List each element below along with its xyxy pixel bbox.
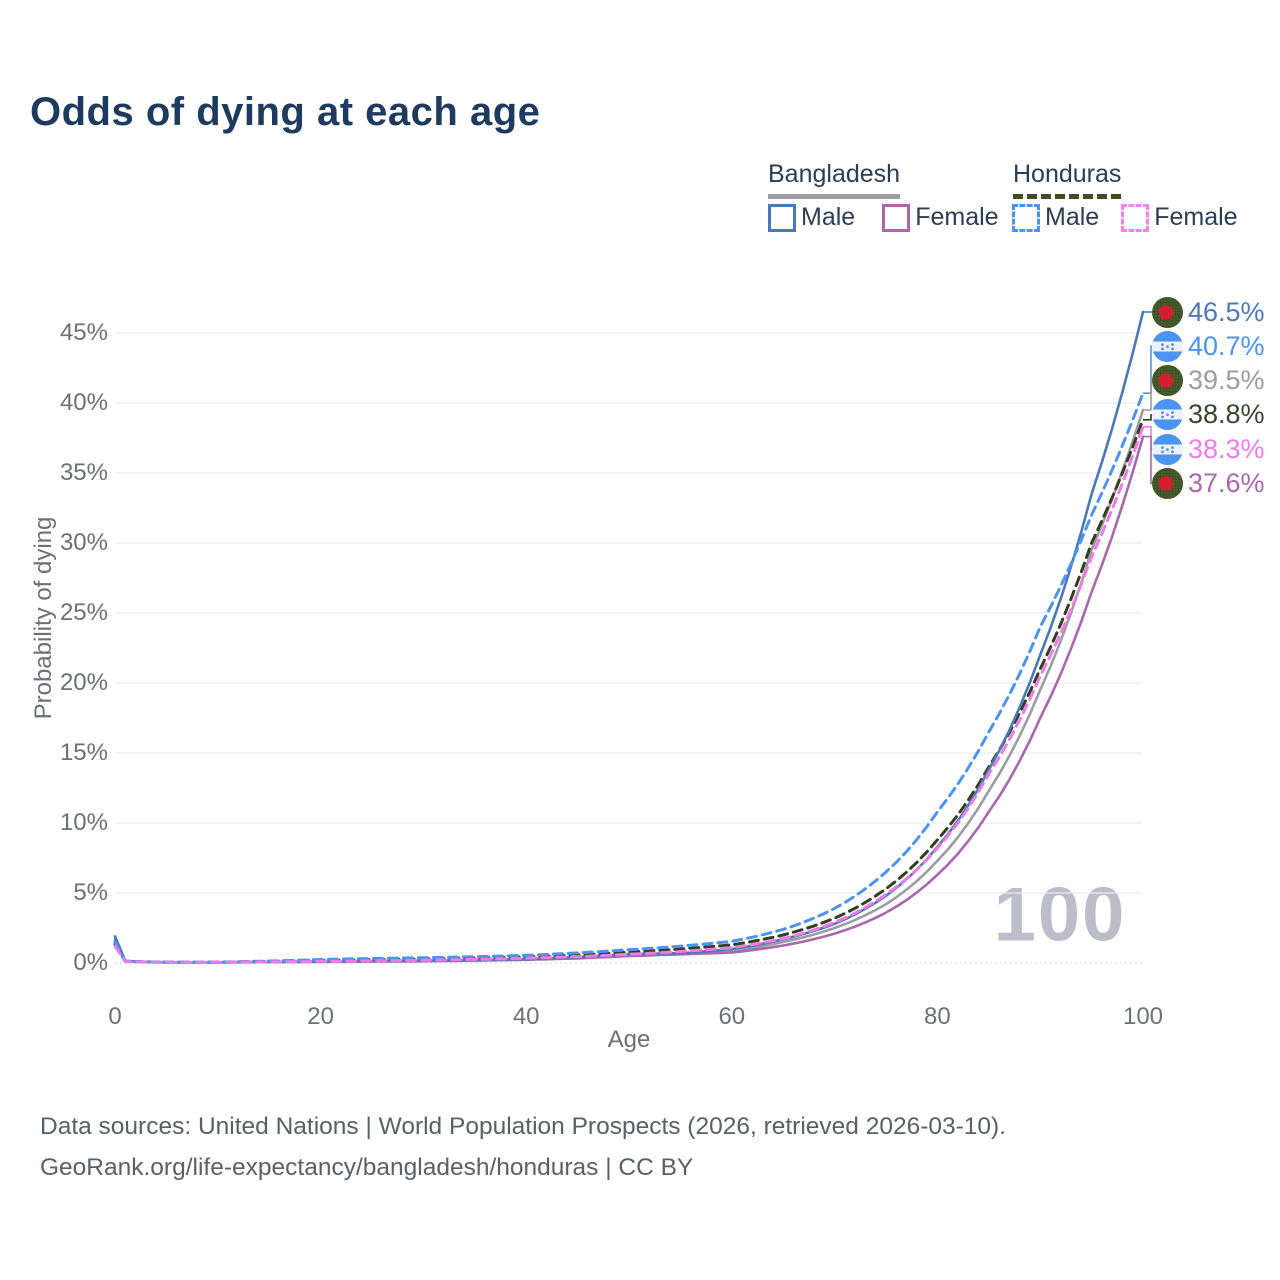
legend-label: Male [1045, 203, 1100, 231]
end-label-honduras-male: 40.7% [1152, 330, 1265, 362]
page-title: Odds of dying at each age [30, 90, 541, 134]
bangladesh-flag-icon [1152, 365, 1183, 397]
footer-attribution: Data sources: United Nations | World Pop… [40, 1106, 1006, 1188]
legend-row-bangladesh: Male Female [768, 203, 999, 232]
y-tick-label: 25% [59, 599, 108, 626]
legend-row-honduras: Male Female [1012, 203, 1238, 232]
y-tick-label: 15% [59, 739, 108, 766]
end-label-honduras-female: 38.3% [1152, 433, 1265, 465]
end-value-label: 40.7% [1188, 330, 1265, 361]
honduras-female-swatch-icon [1121, 203, 1150, 232]
legend-heading-honduras: Honduras [1013, 160, 1122, 199]
legend-heading-bangladesh: Bangladesh [768, 160, 901, 199]
y-tick-label: 10% [59, 809, 108, 836]
y-tick-label: 35% [59, 459, 108, 486]
x-tick-label: 100 [1122, 1003, 1164, 1030]
end-value-label: 39.5% [1188, 365, 1265, 396]
footer-line-url: GeoRank.org/life-expectancy/bangladesh/h… [40, 1154, 694, 1181]
series-line-honduras-female [113, 425, 1145, 964]
series-line-honduras-both [113, 418, 1145, 964]
legend-item-honduras-female: Female [1121, 203, 1238, 232]
y-tick-label: 20% [59, 669, 108, 696]
age-watermark: 100 [993, 872, 1127, 958]
series-line-honduras-male [113, 391, 1145, 964]
series-line-bangladesh-female [113, 435, 1145, 964]
y-tick-label: 40% [59, 389, 108, 416]
end-label-bangladesh-male: 46.5% [1152, 296, 1265, 328]
honduras-flag-icon [1152, 330, 1183, 362]
end-value-label: 38.8% [1188, 399, 1265, 430]
end-label-honduras-both: 38.8% [1152, 399, 1265, 431]
legend-group-bangladesh: Bangladesh [768, 160, 901, 199]
end-label-bangladesh-both: 39.5% [1152, 365, 1265, 397]
series-line-bangladesh-male [113, 310, 1145, 964]
x-tick-label: 20 [307, 1003, 334, 1030]
y-tick-label: 30% [59, 529, 108, 556]
honduras-flag-icon [1152, 433, 1183, 465]
footer-line-datasources: Data sources: United Nations | World Pop… [40, 1113, 1007, 1140]
x-tick-label: 60 [718, 1003, 746, 1030]
legend-item-bangladesh-female: Female [882, 203, 999, 232]
end-value-label: 46.5% [1188, 296, 1265, 327]
series-line-bangladesh-both [113, 408, 1145, 964]
bangladesh-female-swatch-icon [882, 203, 911, 232]
legend-label: Male [801, 203, 856, 231]
end-value-label: 38.3% [1188, 433, 1265, 464]
legend-group-honduras: Honduras [1013, 160, 1122, 199]
y-tick-label: 0% [73, 949, 108, 976]
y-tick-label: 45% [59, 319, 108, 346]
x-tick-label: 40 [512, 1003, 540, 1030]
x-axis-title: Age [607, 1026, 651, 1053]
end-label-bangladesh-female: 37.6% [1152, 468, 1265, 500]
legend-label: Female [915, 203, 999, 231]
bangladesh-flag-icon [1152, 468, 1183, 499]
x-tick-label: 80 [924, 1003, 951, 1030]
bangladesh-flag-icon [1152, 296, 1183, 328]
y-tick-label: 5% [73, 879, 108, 906]
honduras-flag-icon [1152, 399, 1183, 431]
end-value-label: 37.6% [1188, 468, 1265, 498]
bangladesh-male-swatch-icon [768, 203, 796, 232]
legend-item-honduras-male: Male [1012, 203, 1099, 232]
x-tick-label: 0 [108, 1003, 122, 1030]
legend-label: Female [1154, 203, 1238, 231]
legend-item-bangladesh-male: Male [768, 203, 855, 232]
honduras-male-swatch-icon [1012, 203, 1040, 232]
